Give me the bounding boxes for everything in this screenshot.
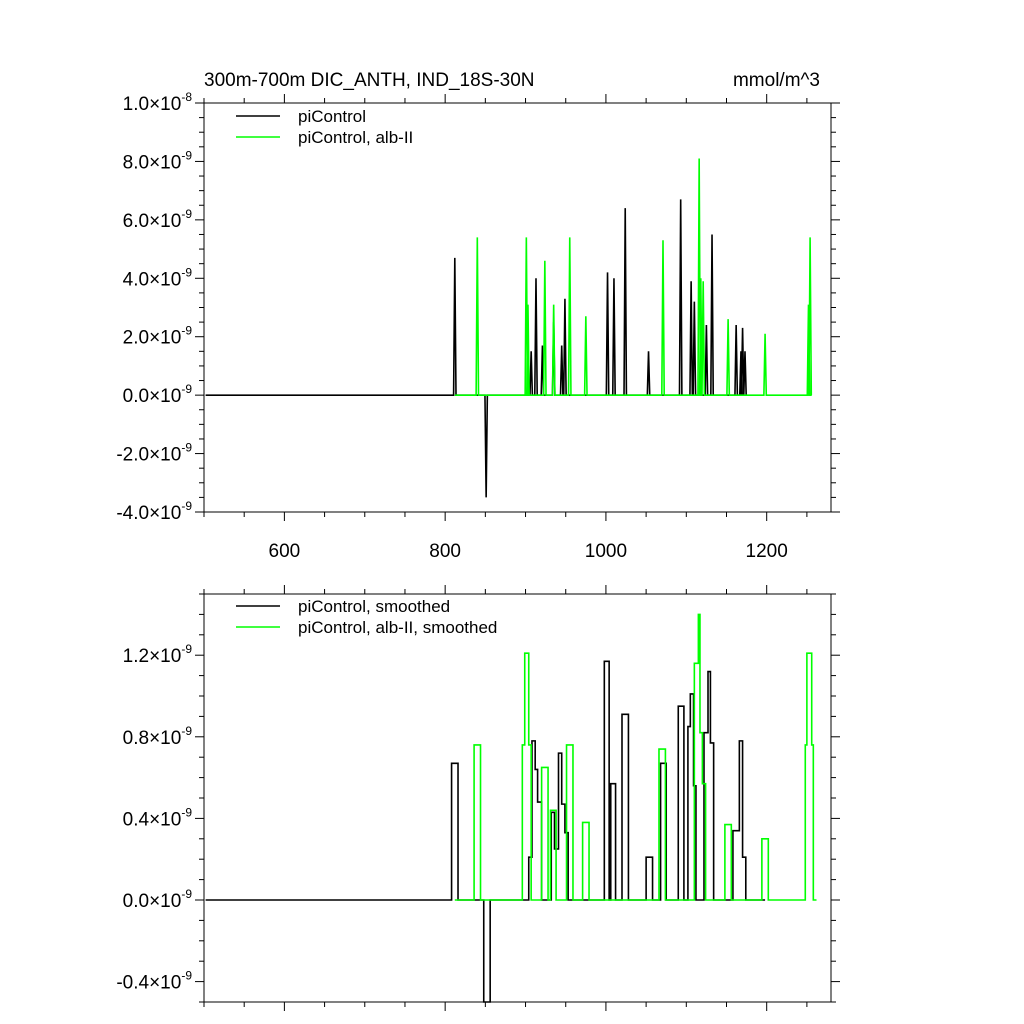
y-tick-label: 0.4×10-9	[123, 805, 193, 830]
x-tick-label: 1000	[585, 541, 627, 562]
legend-label: piControl, alb-II	[298, 128, 413, 147]
plot-frame	[203, 593, 832, 1003]
plot-frame	[203, 102, 832, 513]
y-tick-label: 1.2×10-9	[123, 642, 193, 667]
y-tick-label: 0.8×10-9	[123, 724, 193, 749]
y-tick-label: -2.0×10-9	[116, 441, 192, 466]
y-tick-label: -0.4×10-9	[116, 969, 192, 994]
y-tick-label: -4.0×10-9	[116, 499, 192, 524]
x-tick-label: 600	[269, 541, 301, 562]
y-tick-label: 0.0×10-9	[123, 382, 193, 407]
series-line-picontrol	[205, 660, 766, 1003]
series-line-alb-ii	[454, 158, 813, 396]
x-tick-label: 800	[429, 541, 461, 562]
x-tick-label: 1200	[746, 541, 788, 562]
top-panel: 300m-700m DIC_ANTH, IND_18S-30N mmol/m^3…	[116, 70, 840, 562]
y-tick-label: 4.0×10-9	[123, 265, 193, 290]
legend-label: piControl, alb-II, smoothed	[298, 618, 497, 637]
y-tick-label: 6.0×10-9	[123, 207, 193, 232]
legend-label: piControl	[298, 107, 366, 126]
units-label: mmol/m^3	[733, 70, 820, 91]
legend-label: piControl, smoothed	[298, 597, 450, 616]
bottom-panel: 1.2×10-9 0.8×10-9 0.4×10-9 0.0×10-9 -0.4×10-…	[116, 585, 840, 1011]
y-tick-label: 2.0×10-9	[123, 324, 193, 349]
y-tick-label: 1.0×10-8	[123, 90, 193, 115]
chart-title: 300m-700m DIC_ANTH, IND_18S-30N	[204, 70, 535, 91]
y-tick-label: 0.0×10-9	[123, 887, 193, 912]
series-line-picontrol	[205, 199, 747, 498]
y-tick-label: 8.0×10-9	[123, 148, 193, 173]
series-line-alb-ii	[454, 613, 817, 901]
